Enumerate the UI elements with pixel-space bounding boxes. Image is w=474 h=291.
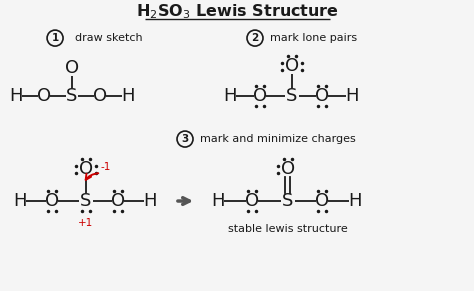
Text: H$_2$SO$_3$ Lewis Structure: H$_2$SO$_3$ Lewis Structure	[136, 3, 338, 22]
Text: H: H	[121, 87, 135, 105]
Text: O: O	[285, 57, 299, 75]
Text: O: O	[37, 87, 51, 105]
Text: mark and minimize charges: mark and minimize charges	[200, 134, 356, 144]
Text: H: H	[143, 192, 157, 210]
Text: H: H	[345, 87, 359, 105]
Text: 1: 1	[52, 33, 59, 43]
Text: O: O	[253, 87, 267, 105]
Text: H: H	[223, 87, 237, 105]
Text: O: O	[93, 87, 107, 105]
Text: O: O	[315, 192, 329, 210]
Text: +1: +1	[78, 218, 94, 228]
Text: O: O	[245, 192, 259, 210]
Text: O: O	[79, 160, 93, 178]
Text: 2: 2	[251, 33, 259, 43]
Text: O: O	[281, 160, 295, 178]
Text: O: O	[65, 59, 79, 77]
Text: -1: -1	[100, 162, 110, 172]
Text: O: O	[111, 192, 125, 210]
Text: draw sketch: draw sketch	[75, 33, 143, 43]
Text: stable lewis structure: stable lewis structure	[228, 224, 348, 234]
Text: S: S	[81, 192, 92, 210]
Text: mark lone pairs: mark lone pairs	[270, 33, 357, 43]
Text: O: O	[45, 192, 59, 210]
Text: 3: 3	[182, 134, 189, 144]
Text: O: O	[315, 87, 329, 105]
Text: S: S	[283, 192, 294, 210]
Text: S: S	[66, 87, 78, 105]
Text: H: H	[13, 192, 27, 210]
Text: H: H	[348, 192, 362, 210]
Text: H: H	[211, 192, 225, 210]
Text: S: S	[286, 87, 298, 105]
Text: H: H	[9, 87, 23, 105]
